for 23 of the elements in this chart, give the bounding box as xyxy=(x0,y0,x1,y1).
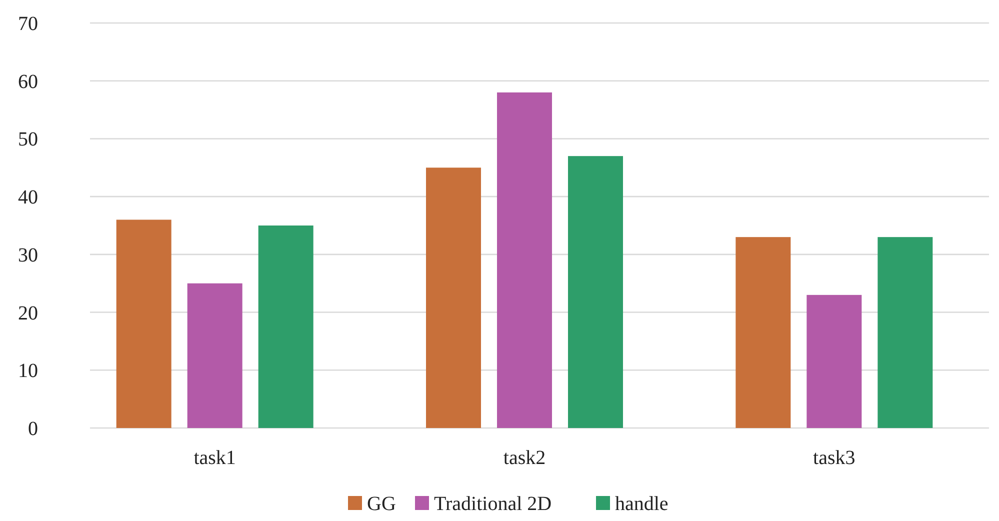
y-tick-label: 0 xyxy=(28,418,38,440)
bar xyxy=(426,168,481,428)
y-tick-label: 50 xyxy=(18,128,38,151)
legend-label: Traditional 2D xyxy=(434,493,552,515)
x-tick-label: task1 xyxy=(194,447,236,469)
bar xyxy=(568,156,623,428)
bar xyxy=(116,220,172,428)
bar xyxy=(258,226,314,428)
y-tick-label: 10 xyxy=(18,360,38,382)
x-tick-label: task3 xyxy=(813,447,856,469)
bar xyxy=(736,237,791,428)
bar xyxy=(806,294,862,428)
y-tick-label: 70 xyxy=(18,13,38,35)
y-tick-label: 60 xyxy=(18,70,38,93)
legend-label: GG xyxy=(367,493,396,515)
y-tick-label: 40 xyxy=(18,186,38,209)
bar xyxy=(878,237,933,428)
bar xyxy=(187,283,242,428)
y-tick-label: 30 xyxy=(18,244,38,266)
bar xyxy=(497,92,552,428)
x-tick-label: task2 xyxy=(503,447,546,469)
y-tick-label: 20 xyxy=(18,302,38,324)
legend-label: handle xyxy=(615,493,668,515)
